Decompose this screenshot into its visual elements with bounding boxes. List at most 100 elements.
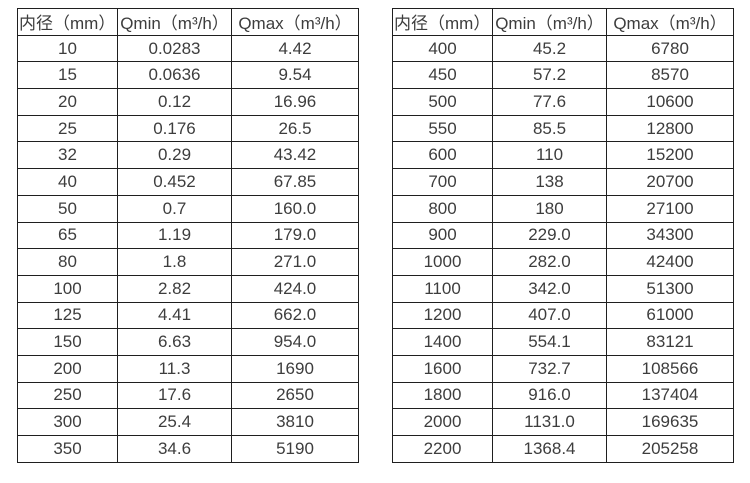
table-cell: 271.0 (231, 248, 359, 276)
table-cell: 125 (17, 301, 118, 330)
table-cell: 0.452 (117, 168, 232, 196)
table-cell: 1100 (392, 274, 493, 303)
table-cell: 342.0 (492, 274, 607, 303)
table-cell: 61000 (606, 301, 734, 330)
table-cell: 6780 (606, 34, 734, 63)
table-cell: 2650 (231, 381, 359, 410)
table-cell: 3810 (231, 408, 359, 436)
table-row: 15 0.0636 9.54 (17, 61, 359, 90)
table-cell: 12800 (606, 114, 734, 143)
table-cell: 205258 (606, 435, 734, 463)
table-cell: 169635 (606, 408, 734, 436)
table-row: 1100 342.0 51300 (392, 274, 734, 303)
table-cell: 25.4 (117, 408, 232, 436)
column-header: Qmin（m³/h） (117, 8, 232, 36)
table-cell: 51300 (606, 274, 734, 303)
flow-rate-table-large-diameters: 内径（mm） Qmin（m³/h） Qmax（m³/h） 400 45.2 6780 45… (392, 8, 734, 463)
table-cell: 110 (492, 141, 607, 170)
flow-rate-table-small-diameters: 内径（mm） Qmin（m³/h） Qmax（m³/h） 10 0.0283 4.42 1… (17, 8, 359, 463)
table-cell: 700 (392, 168, 493, 196)
table-cell: 26.5 (231, 114, 359, 143)
table-row: 200 11.3 1690 (17, 354, 359, 383)
table-cell: 800 (392, 194, 493, 223)
table-cell: 20 (17, 88, 118, 116)
table-cell: 407.0 (492, 301, 607, 330)
table-cell: 5190 (231, 435, 359, 463)
table-cell: 282.0 (492, 248, 607, 276)
table-row: 700 138 20700 (392, 168, 734, 196)
table-cell: 250 (17, 381, 118, 410)
table-cell: 10 (17, 34, 118, 63)
table-cell: 11.3 (117, 354, 232, 383)
table-cell: 424.0 (231, 274, 359, 303)
table-header-row: 内径（mm） Qmin（m³/h） Qmax（m³/h） (17, 8, 359, 36)
table-cell: 0.7 (117, 194, 232, 223)
table-row: 32 0.29 43.42 (17, 141, 359, 170)
table-cell: 1368.4 (492, 435, 607, 463)
table-cell: 2200 (392, 435, 493, 463)
table-cell: 15 (17, 61, 118, 90)
table-cell: 916.0 (492, 381, 607, 410)
table-cell: 100 (17, 274, 118, 303)
table-body: 400 45.2 6780 450 57.2 8570 500 77.6 10600 550 85.… (392, 34, 734, 463)
table-cell: 2.82 (117, 274, 232, 303)
table-cell: 554.1 (492, 328, 607, 356)
table-cell: 4.42 (231, 34, 359, 63)
table-cell: 350 (17, 435, 118, 463)
table-cell: 150 (17, 328, 118, 356)
table-row: 20 0.12 16.96 (17, 88, 359, 116)
column-header: Qmin（m³/h） (492, 8, 607, 36)
table-row: 600 110 15200 (392, 141, 734, 170)
table-cell: 17.6 (117, 381, 232, 410)
table-cell: 600 (392, 141, 493, 170)
table-row: 300 25.4 3810 (17, 408, 359, 436)
table-header-row: 内径（mm） Qmin（m³/h） Qmax（m³/h） (392, 8, 734, 36)
table-cell: 229.0 (492, 221, 607, 250)
table-cell: 57.2 (492, 61, 607, 90)
table-cell: 6.63 (117, 328, 232, 356)
table-cell: 77.6 (492, 88, 607, 116)
table-cell: 1400 (392, 328, 493, 356)
table-row: 65 1.19 179.0 (17, 221, 359, 250)
table-cell: 9.54 (231, 61, 359, 90)
table-cell: 0.29 (117, 141, 232, 170)
table-cell: 137404 (606, 381, 734, 410)
table-cell: 10600 (606, 88, 734, 116)
table-row: 2200 1368.4 205258 (392, 435, 734, 463)
table-row: 1200 407.0 61000 (392, 301, 734, 330)
table-row: 500 77.6 10600 (392, 88, 734, 116)
table-header-row: 内径（mm） Qmin（m³/h） Qmax（m³/h） (392, 8, 734, 36)
table-row: 550 85.5 12800 (392, 114, 734, 143)
table-row: 1600 732.7 108566 (392, 354, 734, 383)
table-cell: 179.0 (231, 221, 359, 250)
table-cell: 1800 (392, 381, 493, 410)
table-row: 25 0.176 26.5 (17, 114, 359, 143)
table-body: 10 0.0283 4.42 15 0.0636 9.54 20 0.12 16.96 25 0.1… (17, 34, 359, 463)
table-cell: 67.85 (231, 168, 359, 196)
table-row: 1000 282.0 42400 (392, 248, 734, 276)
table-row: 400 45.2 6780 (392, 34, 734, 63)
table-cell: 34.6 (117, 435, 232, 463)
table-row: 900 229.0 34300 (392, 221, 734, 250)
table-row: 1400 554.1 83121 (392, 328, 734, 356)
table-cell: 0.0636 (117, 61, 232, 90)
table-cell: 0.12 (117, 88, 232, 116)
table-cell: 8570 (606, 61, 734, 90)
table-cell: 34300 (606, 221, 734, 250)
table-cell: 550 (392, 114, 493, 143)
table-cell: 1600 (392, 354, 493, 383)
table-cell: 954.0 (231, 328, 359, 356)
table-row: 350 34.6 5190 (17, 435, 359, 463)
table-cell: 40 (17, 168, 118, 196)
table-cell: 4.41 (117, 301, 232, 330)
column-header: Qmax（m³/h） (606, 8, 734, 36)
table-cell: 2000 (392, 408, 493, 436)
table-row: 800 180 27100 (392, 194, 734, 223)
table-cell: 0.176 (117, 114, 232, 143)
table-row: 50 0.7 160.0 (17, 194, 359, 223)
table-cell: 42400 (606, 248, 734, 276)
table-row: 125 4.41 662.0 (17, 301, 359, 330)
table-cell: 160.0 (231, 194, 359, 223)
table-cell: 300 (17, 408, 118, 436)
table-cell: 662.0 (231, 301, 359, 330)
